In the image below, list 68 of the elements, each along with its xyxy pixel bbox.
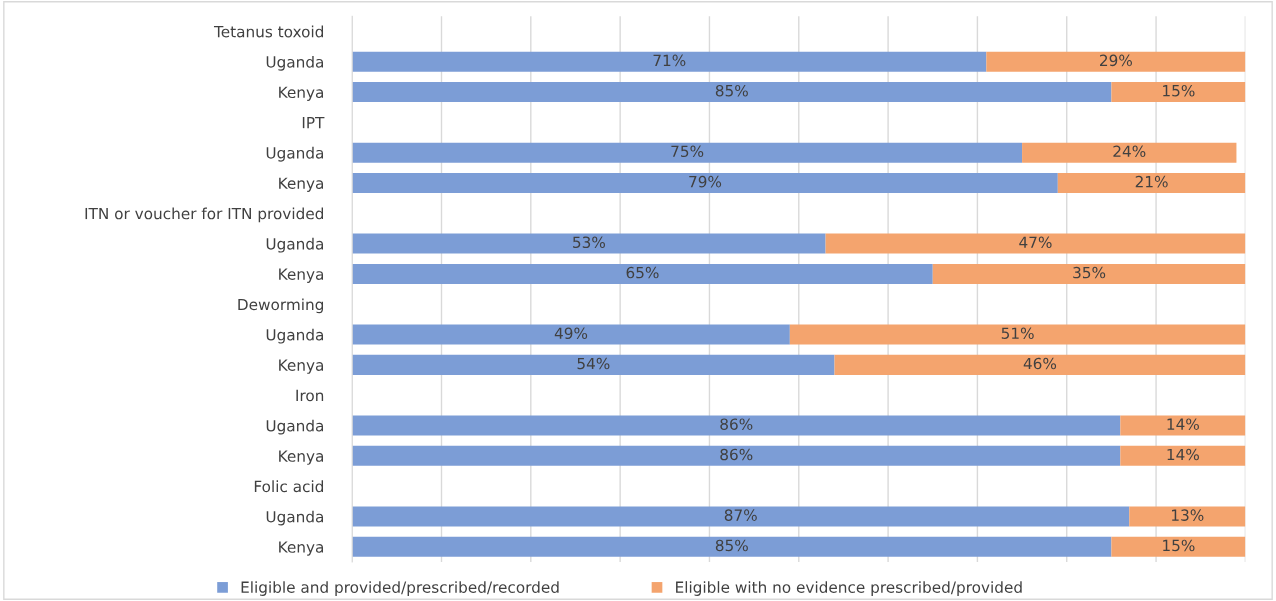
- bar: [352, 354, 835, 375]
- bar: [352, 51, 987, 72]
- data-label: 85%: [715, 84, 748, 97]
- bar: [352, 445, 1121, 466]
- data-label: 14%: [1167, 418, 1199, 430]
- bar: [1129, 506, 1246, 527]
- data-label: 14%: [1167, 448, 1199, 461]
- bar: [352, 506, 1130, 527]
- legend-label: Eligible and provided/prescribed/recorded: [241, 581, 559, 596]
- bar: [1022, 142, 1237, 163]
- bar: [1111, 536, 1246, 557]
- data-label: 35%: [1073, 266, 1106, 279]
- y-tick-label: Folic acid: [254, 480, 324, 493]
- y-tick-label: Kenya: [279, 86, 324, 101]
- data-label: 49%: [554, 327, 588, 339]
- y-tick-label: Uganda: [266, 55, 324, 71]
- data-label: 87%: [724, 509, 757, 521]
- data-label: 85%: [715, 539, 748, 552]
- y-tick-label: Kenya: [279, 359, 324, 374]
- bar: [932, 263, 1246, 284]
- data-label: 29%: [1100, 54, 1132, 67]
- y-tick-label: ITN or voucher for ITN provided: [85, 207, 323, 223]
- y-tick-label: Uganda: [266, 328, 324, 344]
- bar: [352, 263, 933, 284]
- data-label: 51%: [1001, 327, 1034, 339]
- y-tick-label: Tetanus toxoid: [213, 25, 324, 38]
- bar: [986, 51, 1246, 72]
- y-tick-label: Uganda: [266, 419, 324, 435]
- y-tick-label: Kenya: [279, 450, 324, 465]
- data-label: 86%: [720, 448, 753, 461]
- bar: [352, 536, 1112, 557]
- data-label: 54%: [577, 357, 610, 370]
- legend-label: Eligible with no evidence prescribed/provided: [676, 581, 1022, 596]
- bar: [1120, 445, 1246, 466]
- data-label: 75%: [671, 145, 704, 158]
- bar: [352, 415, 1121, 436]
- bar: [1111, 82, 1246, 103]
- data-label: 53%: [573, 236, 606, 249]
- data-label: 65%: [626, 266, 659, 279]
- y-tick-label: Kenya: [279, 177, 324, 192]
- data-label: 47%: [1019, 236, 1052, 249]
- bar: [1120, 415, 1246, 436]
- y-tick-label: Uganda: [266, 146, 324, 162]
- bar: [352, 233, 826, 254]
- data-label: 86%: [720, 418, 753, 430]
- bar: [825, 233, 1246, 254]
- data-label: 79%: [689, 175, 722, 188]
- data-label: 21%: [1135, 175, 1168, 188]
- y-tick-label: IPT: [302, 117, 325, 129]
- y-tick-label: Uganda: [266, 510, 324, 526]
- data-label: 15%: [1163, 539, 1195, 552]
- y-tick-label: Deworming: [238, 298, 324, 314]
- data-label: 71%: [653, 54, 686, 67]
- y-tick-label: Kenya: [279, 268, 324, 283]
- data-label: 24%: [1113, 145, 1146, 158]
- bar: [352, 142, 1023, 163]
- data-label: 15%: [1163, 84, 1195, 97]
- data-label: 13%: [1172, 509, 1204, 521]
- bar: [834, 354, 1246, 375]
- y-tick-label: Kenya: [279, 541, 324, 556]
- bar: [352, 82, 1112, 103]
- y-tick-label: Iron: [296, 389, 324, 402]
- data-label: 46%: [1023, 357, 1057, 370]
- bar: [789, 324, 1246, 345]
- y-tick-label: Uganda: [266, 237, 324, 253]
- bar: [1057, 172, 1246, 193]
- bar: [352, 324, 790, 345]
- bar: [352, 172, 1058, 193]
